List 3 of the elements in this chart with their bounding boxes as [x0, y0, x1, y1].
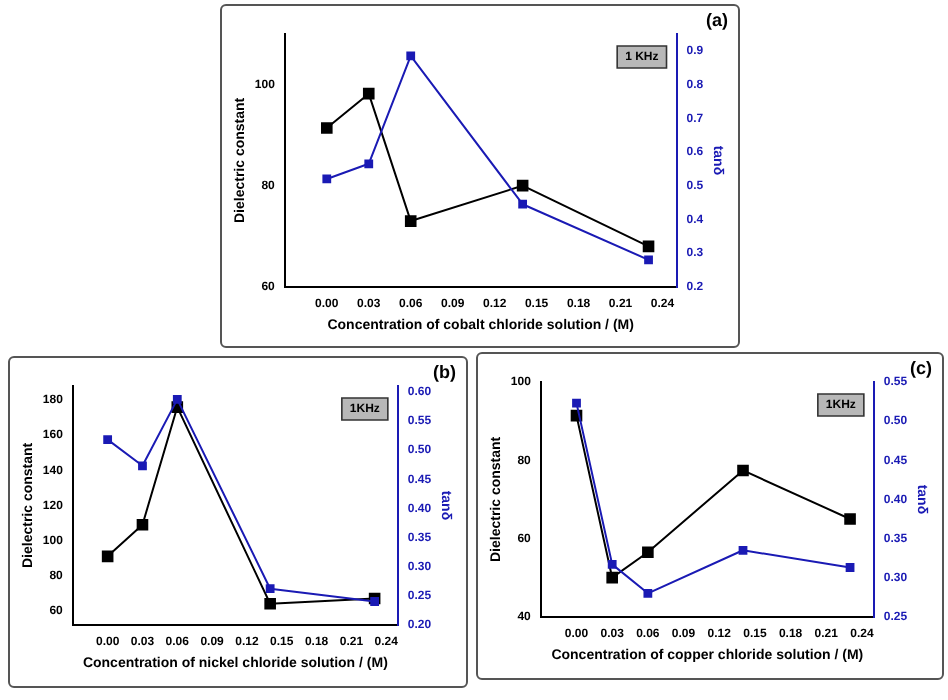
- text: (c): [910, 357, 932, 378]
- text: (a): [706, 9, 728, 30]
- text: (b): [433, 361, 456, 382]
